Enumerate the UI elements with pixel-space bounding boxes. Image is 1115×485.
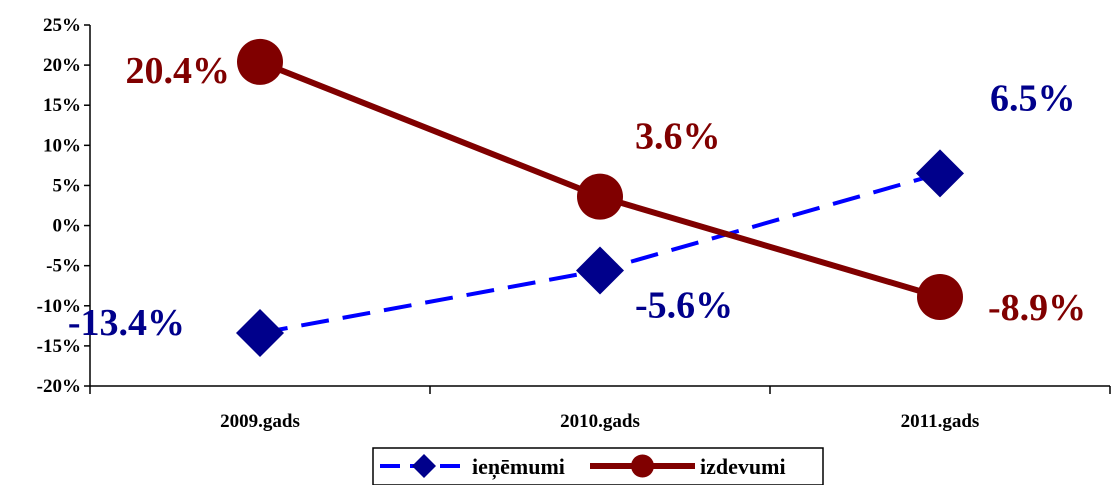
y-tick-label: 20% [43,55,81,76]
legend: ieņēmumi izdevumi [373,448,823,485]
data-point-circle [237,39,283,85]
data-label: -5.6% [635,284,733,326]
x-tick-label: 2011.gads [901,411,980,432]
data-label: -13.4% [68,302,185,344]
x-tick-label: 2010.gads [560,411,640,432]
data-point-circle [917,274,963,320]
data-point-circle [577,174,623,220]
y-tick-label: 25% [43,15,81,36]
data-point-diamond [916,149,964,197]
y-tick-label: 15% [43,95,81,116]
data-point-diamond [576,246,624,294]
legend-label: izdevumi [700,454,786,479]
data-label: -8.9% [988,287,1086,329]
legend-circle-marker [631,455,654,478]
y-tick-label: -20% [37,376,81,397]
data-label: 3.6% [635,116,721,158]
legend-label: ieņēmumi [472,454,565,480]
y-tick-label: 5% [53,175,82,196]
data-label: 6.5% [990,77,1076,119]
data-label: 20.4% [126,50,231,92]
x-tick-label: 2009.gads [220,411,300,432]
data-point-diamond [236,309,284,357]
y-tick-label: 0% [53,216,82,237]
y-tick-label: 10% [43,135,81,156]
y-tick-label: -5% [46,256,81,277]
